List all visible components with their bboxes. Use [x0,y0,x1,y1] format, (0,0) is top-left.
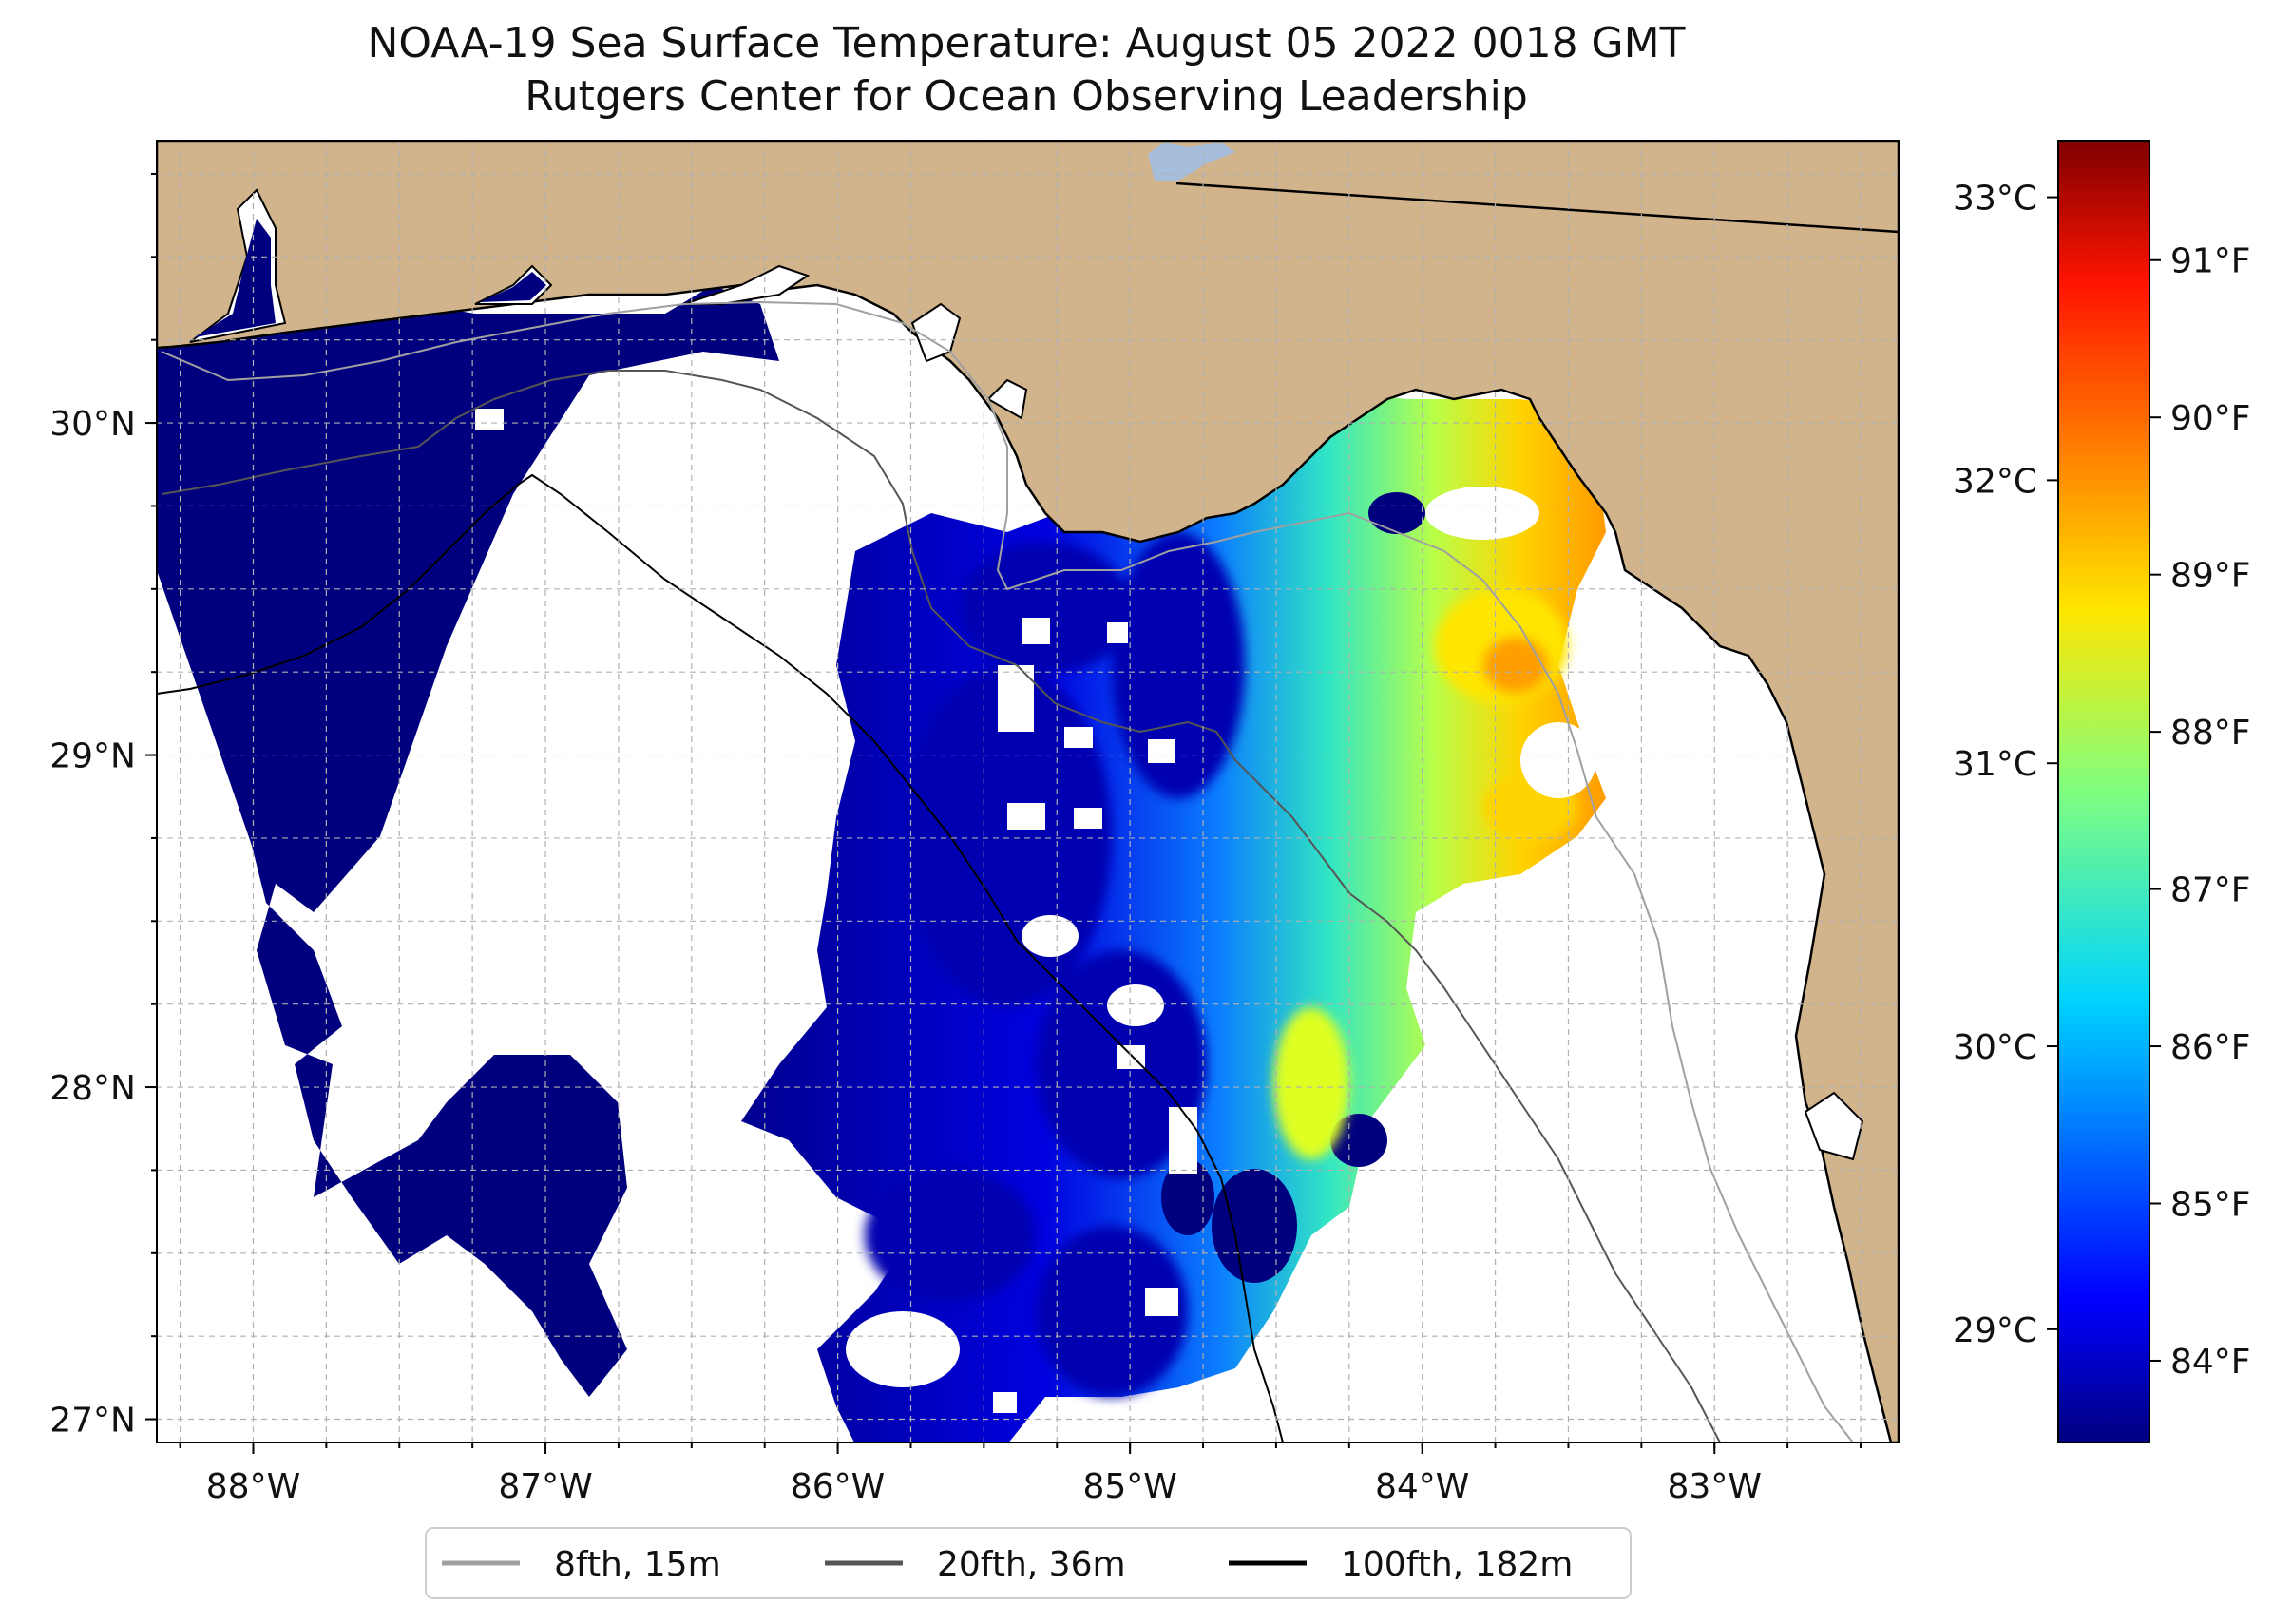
colorbar-fahrenheit-label: 85°F [2170,1186,2251,1225]
axis-ticks [145,172,1862,1454]
colorbar-fahrenheit-label: 84°F [2170,1343,2251,1382]
legend: 8fth, 15m 20fth, 36m 100fth, 182m [425,1527,1632,1599]
colorbar-gradient [2057,140,2150,1443]
x-tick-label: 85°W [1082,1467,1176,1506]
contour-8fth [161,300,1854,1442]
colorbar-fahrenheit-label: 89°F [2170,557,2251,596]
map-area [157,141,1899,1442]
colorbar-fahrenheit-label: 91°F [2170,242,2251,281]
colorbar-celsius-label: 33°C [1953,180,2037,219]
colorbar-fahrenheit-labels: 84°F 85°F 86°F 87°F 88°F 89°F 90°F 91°F [2170,242,2251,1382]
x-tick-label: 88°W [206,1467,300,1506]
legend-label: 8fth, 15m [554,1545,721,1584]
colorbar-celsius-labels: 29°C 30°C 31°C 32°C 33°C [1953,180,2037,1350]
sst-swath [157,276,1606,1442]
bay-sst [195,219,546,337]
colorbar-fahrenheit-label: 90°F [2170,399,2251,438]
colorbar-fahrenheit-label: 88°F [2170,714,2251,753]
colorbar-ticks [2047,196,2161,1362]
y-tick-label: 28°N [49,1069,136,1108]
x-tick-label: 83°W [1668,1467,1762,1506]
x-tick-label: 86°W [791,1467,885,1506]
no-data-holes [846,487,1596,1413]
contour-20fth [161,370,1721,1442]
x-axis-labels: 88°W 87°W 86°W 85°W 84°W 83°W [206,1467,1762,1506]
x-tick-label: 84°W [1375,1467,1469,1506]
x-tick-label: 87°W [498,1467,592,1506]
map-frame [156,140,1900,1443]
land [157,141,1899,1442]
colorbar-fahrenheit-label: 86°F [2170,1028,2251,1067]
gridlines [157,141,1899,1442]
colorbar-celsius-label: 29°C [1953,1311,2037,1350]
colorbar-celsius-label: 32°C [1953,462,2037,501]
inland-lake [1148,143,1235,181]
legend-label: 20fth, 36m [937,1545,1126,1584]
colorbar-celsius-label: 30°C [1953,1028,2037,1067]
sst-cold-west [157,276,779,1397]
y-axis-labels: 27°N 28°N 29°N 30°N [49,405,136,1440]
legend-label: 100fth, 182m [1341,1545,1573,1584]
y-tick-label: 27°N [49,1402,136,1441]
y-tick-label: 29°N [49,737,136,776]
chart-subtitle: Rutgers Center for Ocean Observing Leade… [525,72,1528,121]
y-tick-label: 30°N [49,405,136,444]
colorbar: 29°C 30°C 31°C 32°C 33°C 84°F 85°F 86°F 87°F 88°… [1953,140,2251,1443]
sst-hot-spots [1273,589,1577,1159]
state-border [1175,182,1899,234]
colorbar-fahrenheit-label: 87°F [2170,871,2251,910]
chart-title: NOAA-19 Sea Surface Temperature: August … [367,19,1686,67]
colorbar-celsius-label: 31°C [1953,745,2037,784]
legend-box [425,1527,1632,1599]
